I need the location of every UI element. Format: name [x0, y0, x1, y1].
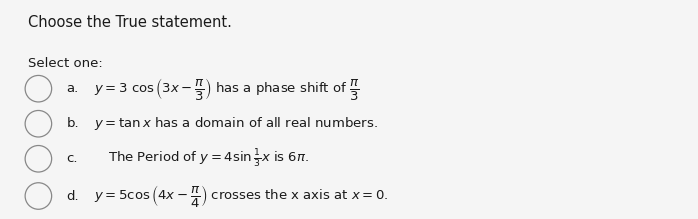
Text: a.: a.	[66, 82, 79, 95]
Text: $y = \tan x$ has a domain of all real numbers.: $y = \tan x$ has a domain of all real nu…	[94, 115, 378, 132]
Text: Choose the True statement.: Choose the True statement.	[28, 15, 232, 30]
Text: b.: b.	[66, 117, 79, 130]
Text: d.: d.	[66, 189, 79, 203]
Text: The Period of $y = 4\sin\frac{1}{3}x$ is $6\pi$.: The Period of $y = 4\sin\frac{1}{3}x$ is…	[108, 148, 309, 170]
Text: $y = 3\ \cos\left(3x - \dfrac{\pi}{3}\right)$ has a phase shift of $\dfrac{\pi}{: $y = 3\ \cos\left(3x - \dfrac{\pi}{3}\ri…	[94, 76, 360, 102]
Text: Select one:: Select one:	[28, 57, 103, 70]
Text: c.: c.	[66, 152, 77, 165]
Text: $y = 5\cos\left(4x - \dfrac{\pi}{4}\right)$ crosses the x axis at $x = 0$.: $y = 5\cos\left(4x - \dfrac{\pi}{4}\righ…	[94, 183, 389, 209]
